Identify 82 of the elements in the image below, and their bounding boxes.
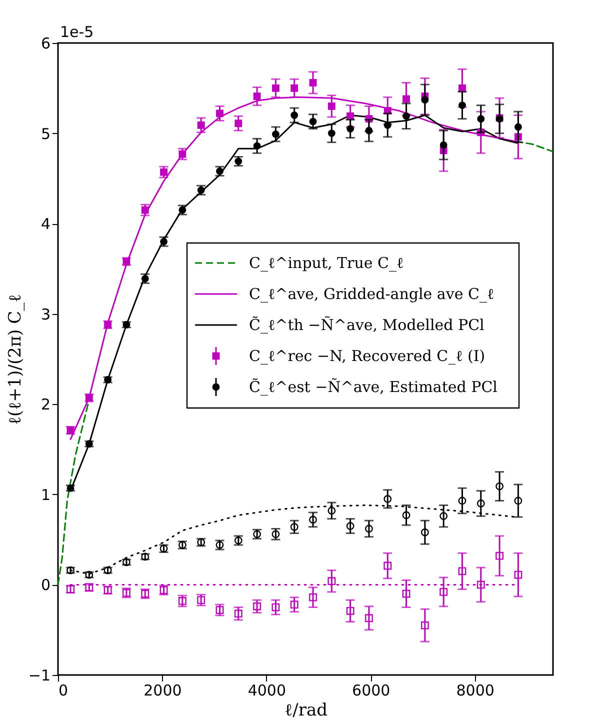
point [141,206,149,214]
point [253,142,261,150]
point [384,562,392,570]
point [309,516,317,524]
point [458,102,466,109]
x-tick-label: 4000 [248,682,286,700]
point [496,552,504,560]
x-tick-label: 6000 [352,682,390,700]
x-tick-label: 2000 [144,682,182,700]
point [160,168,168,176]
y-tick-label: 4 [40,215,50,234]
point [346,522,354,530]
point [476,500,485,508]
point [514,496,522,505]
point [365,614,373,622]
point [178,150,186,158]
point [216,110,224,118]
x-tick-label: 0 [58,682,68,700]
point [477,115,485,123]
point [346,125,354,132]
point [197,121,205,129]
point [290,84,298,92]
point [402,112,410,120]
point [365,126,373,134]
point [402,95,410,103]
y-tick-label: 0 [40,576,50,594]
point [272,530,280,538]
x-axis-title: ℓ/rad [284,700,328,720]
point [402,590,410,598]
point [234,158,242,165]
point [514,570,522,579]
legend-label: C_ℓ^ave, Gridded-angle ave C_ℓ [249,285,494,303]
point [496,482,504,490]
y-axis-title: ℓ(ℓ+1)/(2π) C_ℓ [5,294,26,425]
point [290,522,298,531]
point [272,130,280,138]
point [384,494,392,503]
point [420,528,429,536]
point [272,84,280,92]
legend-label: C̃_ℓ^th −Ñ^ave, Modelled PCl [249,315,485,334]
point [272,603,280,612]
point [440,588,448,596]
point [384,121,392,129]
y-tick-label: 6 [40,34,50,52]
point [440,512,448,520]
point [290,600,298,609]
y-tick-label: 2 [40,396,50,414]
point [402,511,410,520]
point [328,577,336,586]
point [514,123,522,131]
point [458,567,466,576]
point [458,496,466,505]
point [440,141,448,149]
point [234,610,242,618]
point [253,92,261,100]
point [253,602,261,610]
legend-label: C_ℓ^input, True C_ℓ [249,254,404,272]
point [346,606,354,615]
point [420,621,429,630]
point [309,79,317,86]
point [309,593,317,602]
point [328,506,336,515]
point [309,118,317,126]
legend-label: C_ℓ^rec −N, Recovered C_ℓ (I) [249,347,486,365]
point [328,102,336,110]
y-tick-label: −1 [28,666,50,684]
point [234,120,242,128]
point [290,112,298,119]
legend-label: C̃_ℓ^est −Ñ^ave, Estimated PCl [249,377,498,396]
x-tick-label: 8000 [456,682,494,700]
point [476,580,485,589]
y-tick-label: 3 [40,305,50,324]
point [216,606,224,614]
text: 1e-5 [60,23,94,41]
point [421,96,429,104]
point [216,168,224,175]
point [178,597,186,605]
point [328,130,336,137]
point [365,524,373,533]
point [197,596,206,604]
y-tick-label: 1 [40,486,50,504]
y-tick-label: 5 [40,124,50,143]
